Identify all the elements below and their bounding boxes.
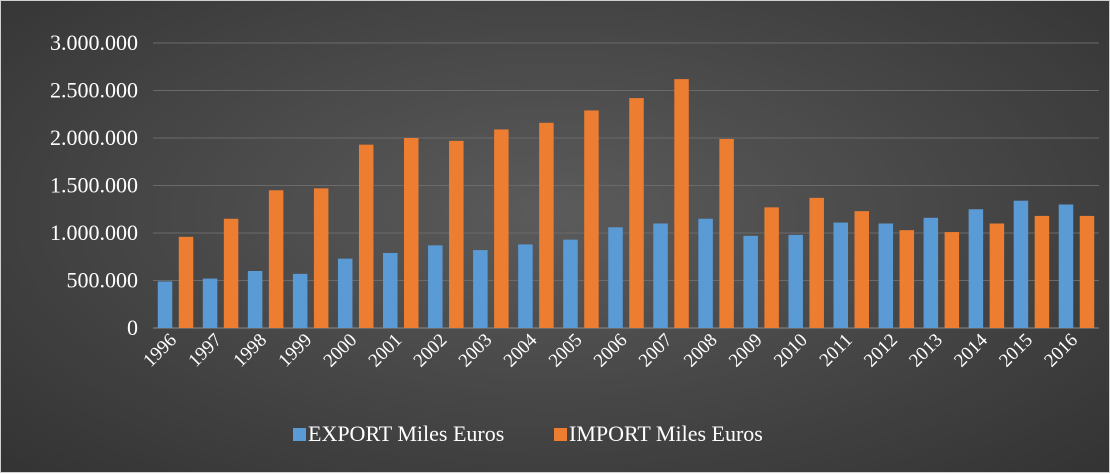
import-bar bbox=[1034, 215, 1050, 328]
import-bar bbox=[404, 138, 419, 328]
y-tick-label: 1.500.000 bbox=[50, 173, 138, 198]
export-bar bbox=[788, 234, 803, 328]
x-tick-label: 2003 bbox=[455, 330, 497, 372]
export-bar bbox=[968, 209, 984, 328]
legend-label-export: EXPORT Miles Euros bbox=[308, 421, 504, 446]
import-bar bbox=[809, 197, 824, 328]
export-bar bbox=[157, 281, 173, 328]
x-tick-label: 2008 bbox=[680, 330, 722, 372]
x-tick-label: 2010 bbox=[770, 330, 812, 372]
y-tick-label: 2.000.000 bbox=[50, 125, 138, 150]
import-bar bbox=[629, 98, 644, 328]
x-tick-label: 2007 bbox=[635, 330, 677, 372]
import-bar bbox=[178, 236, 194, 328]
export-bar bbox=[337, 258, 353, 328]
export-bar bbox=[247, 271, 263, 328]
export-bar bbox=[653, 223, 668, 328]
export-bar bbox=[473, 250, 488, 328]
y-tick-label: 0 bbox=[127, 315, 138, 340]
y-tick-label: 2.500.000 bbox=[50, 78, 138, 103]
x-tick-label: 2005 bbox=[545, 330, 587, 372]
import-bar bbox=[223, 218, 239, 328]
gridlines bbox=[153, 42, 1099, 329]
x-tick-label: 1998 bbox=[229, 330, 271, 372]
x-tick-label: 2000 bbox=[320, 330, 362, 372]
import-bar bbox=[584, 110, 599, 328]
export-bar bbox=[383, 252, 398, 328]
import-bar bbox=[268, 190, 284, 328]
x-tick-label: 2002 bbox=[410, 330, 452, 372]
import-bar bbox=[854, 211, 869, 328]
export-bar bbox=[608, 227, 623, 328]
x-tick-label: 2006 bbox=[590, 330, 632, 372]
import-bar bbox=[539, 122, 554, 328]
x-tick-label: 2001 bbox=[365, 330, 407, 372]
bars bbox=[157, 79, 1095, 328]
x-tick-label: 2014 bbox=[950, 329, 992, 371]
x-tick-label: 1996 bbox=[139, 330, 181, 372]
import-bar bbox=[944, 232, 960, 328]
export-bar bbox=[698, 218, 713, 328]
export-bar bbox=[292, 273, 308, 328]
export-bar bbox=[1058, 204, 1074, 328]
x-tick-label: 2009 bbox=[725, 330, 767, 372]
import-bar bbox=[358, 144, 374, 328]
x-axis-tick-labels: 1996 1997 1998 1999 2000 2001 2002 2003 2004 2005… bbox=[139, 329, 1082, 371]
export-bar bbox=[878, 223, 894, 328]
export-bar bbox=[1013, 200, 1029, 328]
import-bar bbox=[494, 129, 509, 328]
legend-swatch-export bbox=[293, 428, 306, 441]
x-tick-label: 2013 bbox=[905, 330, 947, 372]
import-bar bbox=[449, 140, 464, 328]
export-bar bbox=[428, 245, 443, 328]
import-bar bbox=[313, 188, 329, 328]
import-bar bbox=[1079, 215, 1095, 328]
import-bar bbox=[764, 207, 779, 328]
y-tick-label: 1.000.000 bbox=[50, 220, 138, 245]
x-tick-label: 1997 bbox=[184, 330, 226, 372]
legend-label-import: IMPORT Miles Euros bbox=[569, 421, 763, 446]
x-tick-label: 2004 bbox=[500, 329, 542, 371]
legend: EXPORT Miles Euros IMPORT Miles Euros bbox=[293, 421, 763, 446]
export-bar bbox=[202, 278, 218, 328]
y-axis-tick-labels: 0 500.000 1.000.000 1.500.000 2.000.000 2.500… bbox=[50, 30, 138, 340]
x-tick-label: 2015 bbox=[995, 330, 1037, 372]
export-bar bbox=[563, 239, 578, 328]
legend-swatch-import bbox=[554, 428, 567, 441]
y-tick-label: 500.000 bbox=[67, 268, 139, 293]
export-bar bbox=[833, 222, 848, 328]
x-tick-label: 2012 bbox=[860, 330, 902, 372]
import-bar bbox=[989, 223, 1005, 328]
x-tick-label: 2011 bbox=[816, 330, 857, 371]
export-bar bbox=[518, 244, 533, 328]
import-bar bbox=[674, 79, 689, 328]
export-bar bbox=[923, 217, 939, 328]
y-tick-label: 3.000.000 bbox=[50, 30, 138, 55]
import-bar bbox=[719, 138, 734, 328]
export-bar bbox=[743, 235, 758, 328]
import-bar bbox=[899, 230, 915, 328]
x-tick-label: 2016 bbox=[1040, 330, 1082, 372]
x-tick-label: 1999 bbox=[274, 330, 316, 372]
